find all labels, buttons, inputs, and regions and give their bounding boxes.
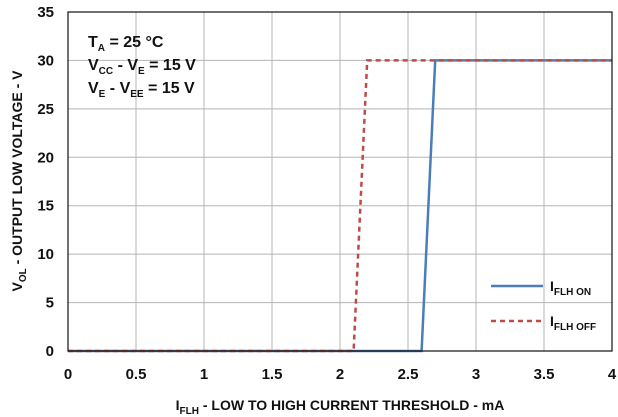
x-tick-label: 1 <box>200 366 208 383</box>
x-tick-label: 0.5 <box>126 366 147 383</box>
y-axis-label-rest: - OUTPUT LOW VOLTAGE - V <box>9 70 25 268</box>
x-axis-label-rest: - LOW TO HIGH CURRENT THRESHOLD - mA <box>199 397 504 413</box>
y-axis-label: VOL - OUTPUT LOW VOLTAGE - V <box>9 70 29 292</box>
x-tick-label: 0 <box>64 366 72 383</box>
x-tick-label: 3.5 <box>534 366 555 383</box>
x-tick-label: 1.5 <box>262 366 283 383</box>
x-tick-label: 2.5 <box>398 366 419 383</box>
y-tick-label: 5 <box>46 295 54 312</box>
x-tick-labels: 0 0.5 1 1.5 2 2.5 3 3.5 4 <box>64 366 617 383</box>
y-axis-label-sub: OL <box>18 268 29 282</box>
y-tick-labels: 0 5 10 15 20 25 30 35 <box>37 4 54 360</box>
x-tick-label: 3 <box>472 366 480 383</box>
y-tick-label: 15 <box>37 198 54 215</box>
x-tick-label: 4 <box>608 366 617 383</box>
y-tick-label: 0 <box>46 343 54 360</box>
x-axis-label-sub: FLH <box>180 406 199 417</box>
x-axis-label: IFLH - LOW TO HIGH CURRENT THRESHOLD - m… <box>176 397 505 417</box>
y-tick-label: 25 <box>37 101 54 118</box>
y-tick-label: 35 <box>37 4 54 21</box>
x-tick-label: 2 <box>336 366 344 383</box>
y-tick-label: 20 <box>37 149 54 166</box>
y-tick-label: 30 <box>37 52 54 69</box>
y-tick-label: 10 <box>37 246 54 263</box>
